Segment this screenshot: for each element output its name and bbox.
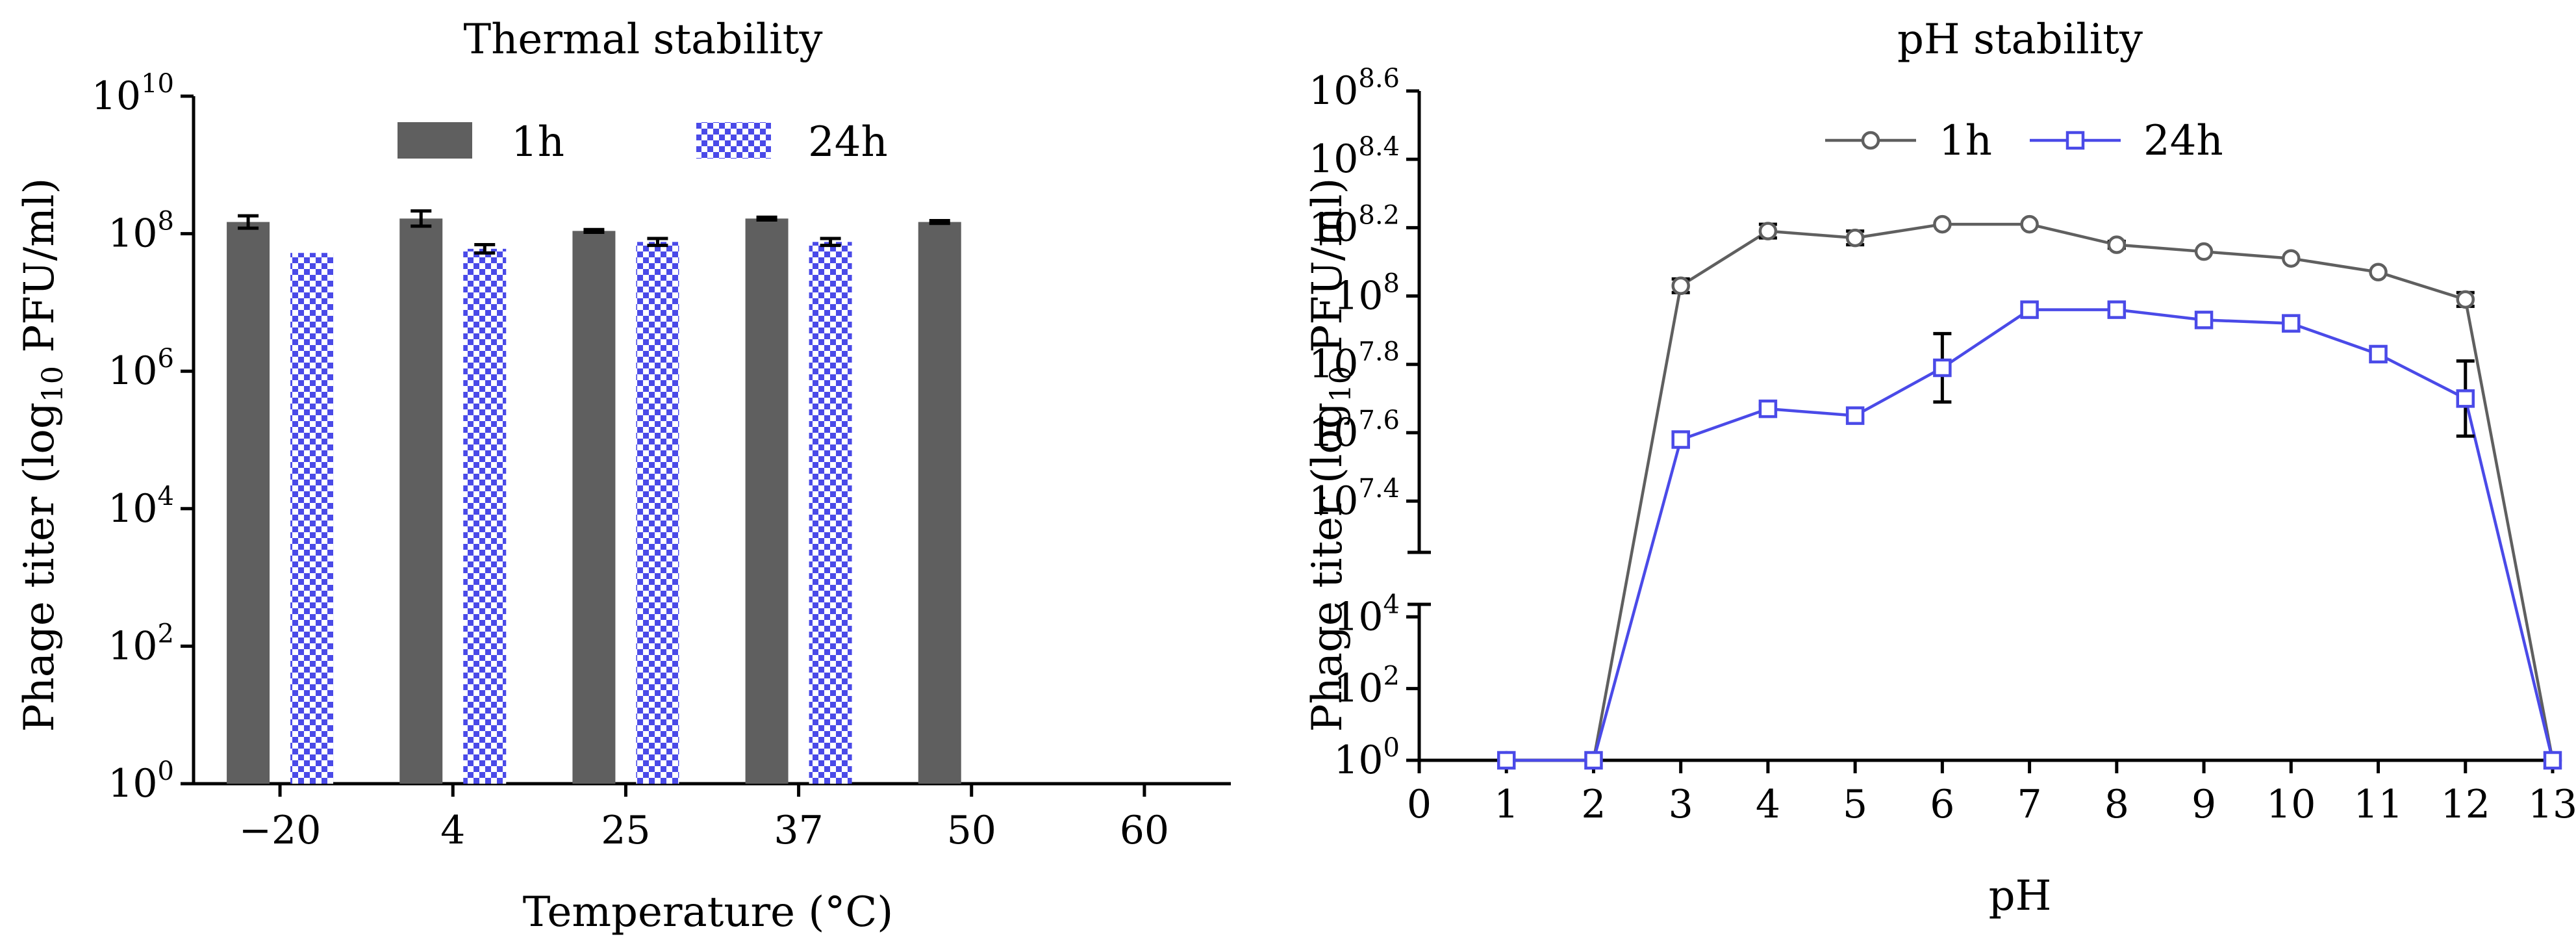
thermal-legend-swatch-1h (398, 122, 472, 159)
ph-point-1h (2194, 242, 2214, 261)
thermal-y-tick-label: 100 (108, 756, 174, 806)
ph-x-tick-label: 3 (1669, 782, 1693, 827)
ph-y-tick-label: 108 (1333, 269, 1400, 319)
ph-legend: 1h 24h (1825, 117, 2223, 165)
thermal-y-axis-label: Phage titer (log10 PFU/ml) (16, 178, 69, 732)
thermal-legend-label: 1h (511, 118, 564, 166)
thermal-bar-1h (399, 218, 443, 784)
ph-legend-label: 24h (2143, 117, 2223, 165)
thermal-y-tick-label: 106 (108, 344, 174, 394)
ph-point-1h (2282, 249, 2301, 268)
ph-x-tick-label: 2 (1581, 782, 1606, 827)
thermal-x-tick-label: 37 (774, 808, 823, 853)
thermal-bar-1h (572, 231, 616, 784)
ph-y-tick-label: 107.6 (1309, 405, 1400, 456)
ph-y-tick-label: 108.2 (1309, 200, 1400, 250)
ph-y-axis-label: Phage titer (log10 PFU/ml) (1304, 178, 1357, 732)
ph-point-24h (2456, 389, 2475, 408)
ph-x-tick-label: 10 (2266, 782, 2316, 827)
ph-point-1h (2369, 263, 2388, 281)
ph-x-tick-label: 9 (2191, 782, 2216, 827)
thermal-legend-swatch-24h (696, 122, 771, 159)
ph-y-tick-label: 100 (1333, 733, 1400, 783)
ph-point-24h (1758, 399, 1778, 418)
ph-x-axis: 0 1 2 3 4 5 6 7 8 9 10 11 12 13 (1407, 758, 2576, 827)
ph-point-24h (1496, 751, 1516, 770)
thermal-x-tick-label: 60 (1120, 808, 1169, 853)
thermal-bar-24h (290, 253, 334, 784)
ph-point-24h (1671, 430, 1690, 449)
ph-point-1h (2107, 235, 2127, 254)
thermal-x-tick-label: 4 (440, 808, 465, 853)
ph-point-1h (2456, 290, 2475, 309)
thermal-y-axis: 100 102 104 106 108 1010 (92, 69, 196, 806)
ph-point-1h (1933, 214, 1952, 234)
ph-y-tick-label: 102 (1333, 662, 1400, 712)
thermal-bars (227, 209, 961, 784)
thermal-bar-1h (745, 218, 789, 784)
ph-point-24h (1584, 751, 1603, 770)
thermal-bar-24h (809, 242, 852, 784)
thermal-chart-title: Thermal stability (464, 16, 823, 64)
thermal-y-tick-label: 108 (108, 207, 174, 257)
ph-point-24h (2369, 344, 2388, 364)
ph-y-tick-label: 104 (1333, 589, 1400, 639)
ph-x-axis-label: pH (1989, 872, 2052, 920)
ph-x-tick-label: 4 (1756, 782, 1780, 827)
thermal-x-axis: −20 4 25 37 50 60 (194, 782, 1231, 853)
thermal-x-tick-label: 50 (947, 808, 996, 853)
ph-legend-label: 1h (1939, 117, 1992, 165)
ph-chart-title: pH stability (1897, 16, 2143, 64)
thermal-bar-24h (636, 242, 679, 784)
ph-point-1h (1845, 228, 1865, 248)
ph-point-24h (2020, 300, 2039, 319)
thermal-bar-1h (918, 222, 961, 784)
ph-x-tick-label: 0 (1407, 782, 1432, 827)
thermal-legend: 1h 24h (398, 118, 888, 166)
ph-x-tick-label: 1 (1494, 782, 1519, 827)
ph-point-24h (1845, 406, 1865, 425)
ph-legend-marker-1h (1861, 131, 1880, 150)
ph-point-24h (2107, 300, 2127, 319)
thermal-x-tick-label: −20 (239, 808, 322, 853)
ph-x-tick-label: 5 (1843, 782, 1867, 827)
thermal-y-tick-label: 104 (108, 482, 174, 532)
ph-x-tick-label: 13 (2528, 782, 2576, 827)
ph-point-24h (2282, 314, 2301, 333)
ph-point-1h (1671, 276, 1690, 296)
thermal-y-tick-label: 1010 (92, 69, 174, 119)
ph-point-24h (1933, 358, 1952, 378)
ph-point-1h (2020, 214, 2039, 234)
thermal-x-tick-label: 25 (601, 808, 650, 853)
ph-x-tick-label: 7 (2017, 782, 2042, 827)
thermal-x-axis-label: Temperature (°C) (523, 888, 894, 936)
thermal-stability-chart: Thermal stability 100 102 104 106 108 1010 −2… (16, 16, 1231, 936)
ph-y-tick-label: 108.6 (1309, 64, 1400, 114)
ph-stability-chart: pH stability 107.4107.6107.8108108.2108.… (1304, 16, 2576, 920)
ph-x-tick-label: 12 (2441, 782, 2490, 827)
ph-point-1h (1758, 222, 1778, 240)
ph-series (1496, 214, 2562, 770)
ph-y-tick-label: 107.4 (1309, 474, 1400, 524)
ph-y-tick-label: 108.4 (1309, 132, 1400, 182)
ph-point-24h (2194, 311, 2214, 329)
ph-legend-marker-24h (2065, 131, 2085, 150)
thermal-bar-24h (463, 248, 507, 784)
thermal-y-tick-label: 102 (108, 619, 174, 669)
ph-point-24h (2543, 751, 2562, 770)
thermal-bar-1h (227, 222, 270, 784)
thermal-legend-label: 24h (808, 118, 888, 166)
ph-x-tick-label: 6 (1930, 782, 1954, 827)
ph-y-axis: 107.4 107.6 107.8 108 108.2 108.4 108.6 100 102 1… (1309, 64, 1431, 783)
ph-y-tick-label: 107.8 (1309, 337, 1400, 387)
ph-x-tick-label: 11 (2353, 782, 2403, 827)
ph-x-tick-label: 8 (2104, 782, 2129, 827)
